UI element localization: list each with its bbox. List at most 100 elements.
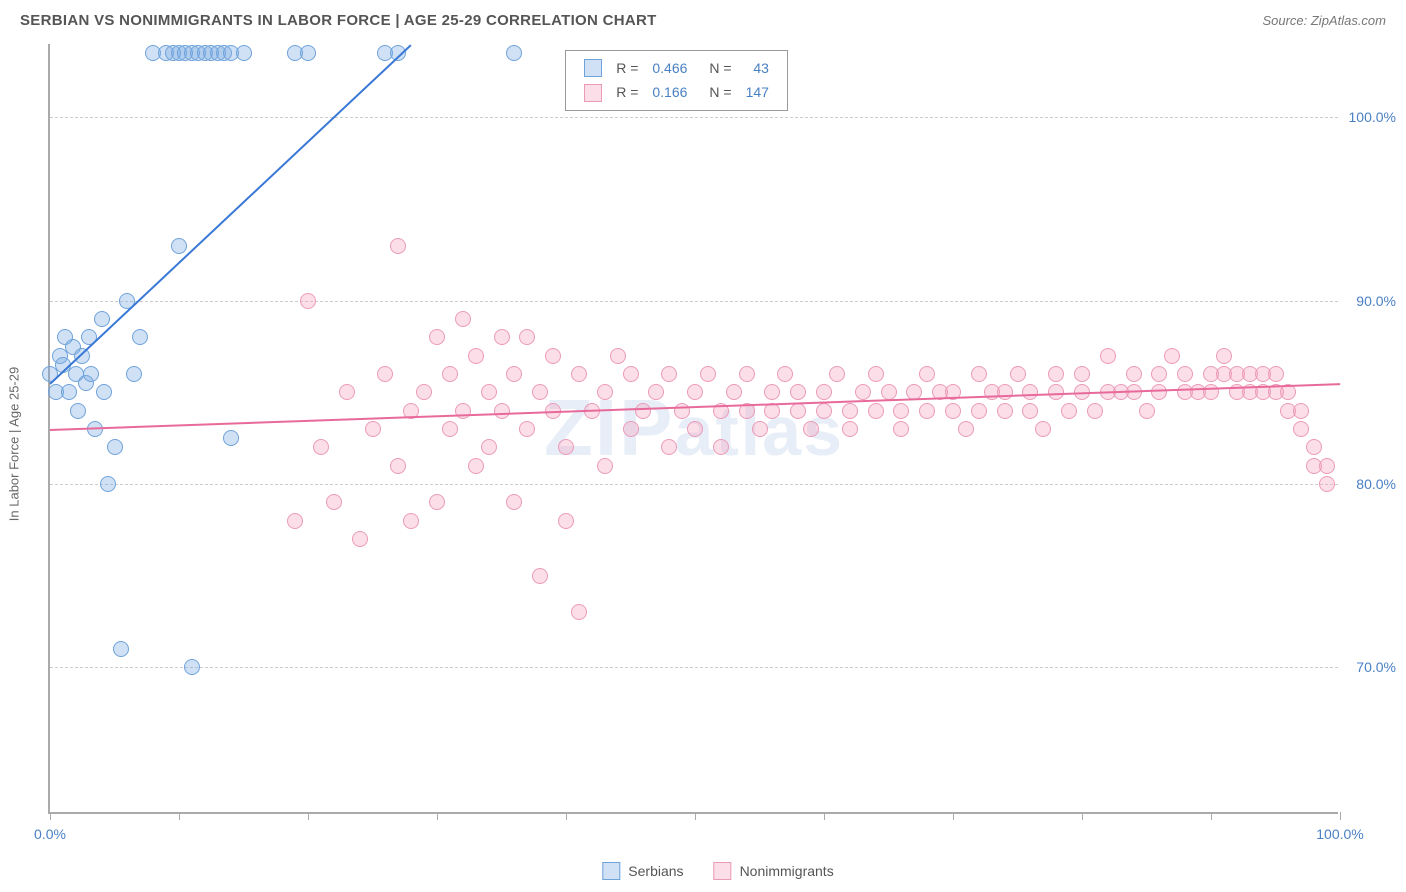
data-point [74,348,90,364]
data-point [171,238,187,254]
data-point [403,513,419,529]
data-point [1216,348,1232,364]
data-point [1164,348,1180,364]
data-point [971,366,987,382]
data-point [790,403,806,419]
x-tick-label: 100.0% [1316,826,1363,842]
data-point [442,366,458,382]
data-point [1151,366,1167,382]
y-tick-label: 80.0% [1356,476,1396,492]
data-point [83,366,99,382]
data-point [429,329,445,345]
grid-line [50,117,1338,118]
grid-line [50,667,1338,668]
data-point [558,513,574,529]
data-point [519,329,535,345]
y-tick-label: 100.0% [1349,109,1396,125]
data-point [377,366,393,382]
data-point [997,384,1013,400]
legend-swatch [714,862,732,880]
data-point [390,458,406,474]
data-point [94,311,110,327]
trend-line [49,44,412,385]
data-point [1010,366,1026,382]
x-tick [566,812,567,820]
x-tick [695,812,696,820]
data-point [842,421,858,437]
data-point [571,366,587,382]
data-point [855,384,871,400]
data-point [674,403,690,419]
data-point [96,384,112,400]
x-tick [1340,812,1341,820]
data-point [1319,458,1335,474]
data-point [339,384,355,400]
data-point [107,439,123,455]
data-point [635,403,651,419]
data-point [416,384,432,400]
grid-line [50,484,1338,485]
chart-container: ZIPatlas 70.0%80.0%90.0%100.0%0.0%100.0%… [48,44,1388,844]
data-point [545,348,561,364]
data-point [816,384,832,400]
data-point [803,421,819,437]
data-point [1061,403,1077,419]
chart-title: SERBIAN VS NONIMMIGRANTS IN LABOR FORCE … [20,12,657,29]
data-point [726,384,742,400]
data-point [648,384,664,400]
data-point [126,366,142,382]
x-tick [824,812,825,820]
legend-item: Serbians [602,862,683,880]
data-point [752,421,768,437]
data-point [100,476,116,492]
data-point [390,45,406,61]
data-point [1319,476,1335,492]
plot-area: ZIPatlas 70.0%80.0%90.0%100.0%0.0%100.0%… [48,44,1338,814]
data-point [919,403,935,419]
x-tick-label: 0.0% [34,826,66,842]
data-point [132,329,148,345]
data-point [429,494,445,510]
data-point [532,568,548,584]
data-point [481,439,497,455]
data-point [997,403,1013,419]
data-point [881,384,897,400]
data-point [764,384,780,400]
x-tick [50,812,51,820]
data-point [300,45,316,61]
x-tick [953,812,954,820]
data-point [326,494,342,510]
x-tick [179,812,180,820]
data-point [390,238,406,254]
y-tick-label: 90.0% [1356,293,1396,309]
x-tick [308,812,309,820]
y-axis-label: In Labor Force | Age 25-29 [7,367,22,521]
x-tick [437,812,438,820]
data-point [623,366,639,382]
data-point [70,403,86,419]
data-point [790,384,806,400]
data-point [893,421,909,437]
data-point [1035,421,1051,437]
legend-label: Nonimmigrants [740,863,834,879]
data-point [506,45,522,61]
data-point [365,421,381,437]
data-point [893,403,909,419]
data-point [1074,366,1090,382]
data-point [971,403,987,419]
data-point [506,494,522,510]
data-point [958,421,974,437]
chart-source: Source: ZipAtlas.com [1262,13,1386,28]
data-point [1100,348,1116,364]
data-point [739,366,755,382]
data-point [532,384,548,400]
data-point [313,439,329,455]
legend-item: Nonimmigrants [714,862,834,880]
grid-line [50,301,1338,302]
data-point [571,604,587,620]
data-point [1022,384,1038,400]
data-point [61,384,77,400]
data-point [919,366,935,382]
data-point [713,439,729,455]
y-tick-label: 70.0% [1356,659,1396,675]
